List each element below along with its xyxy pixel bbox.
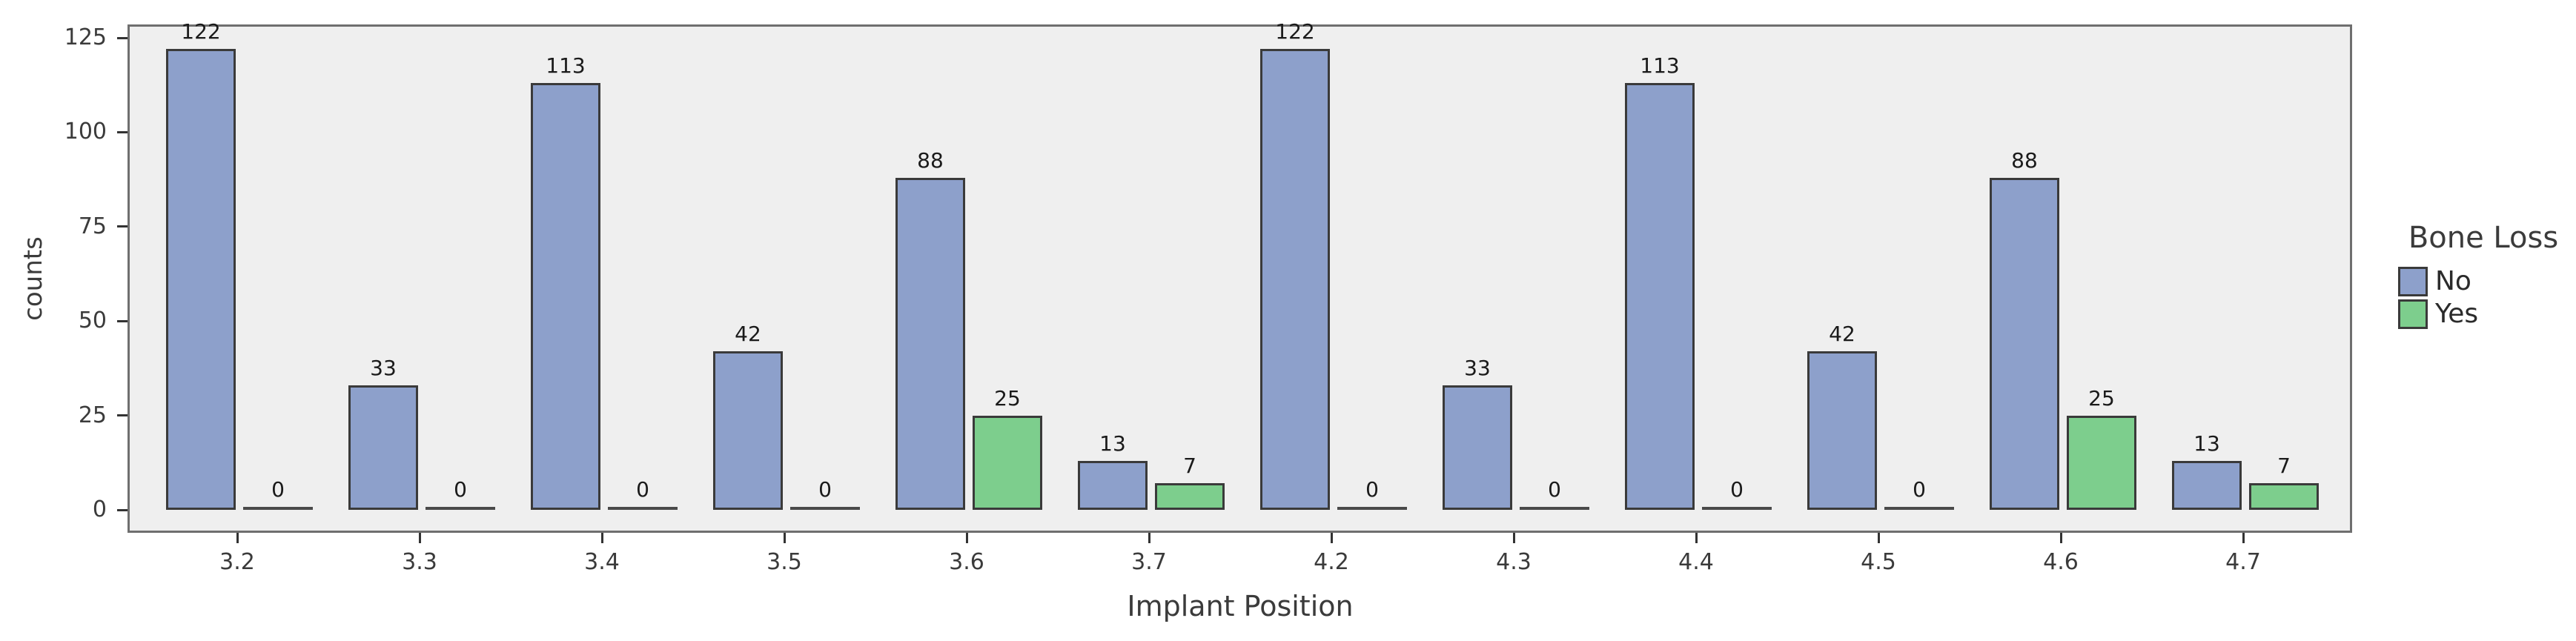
- y-tick-label: 100: [64, 119, 107, 145]
- bar-value-label: 0: [818, 477, 832, 502]
- y-tick-label: 50: [78, 308, 107, 334]
- bar-value-label: 0: [1730, 477, 1744, 502]
- bar-no-3.2: [166, 49, 236, 510]
- x-tick-mark: [1877, 533, 1880, 543]
- legend: Bone Loss No Yes: [2391, 221, 2576, 331]
- bar-value-label: 33: [1464, 355, 1491, 380]
- x-tick-label: 3.5: [766, 549, 802, 575]
- x-tick-mark: [418, 533, 421, 543]
- x-tick-label: 4.4: [1678, 549, 1714, 575]
- x-tick-mark: [2242, 533, 2245, 543]
- x-tick-label: 3.4: [584, 549, 620, 575]
- x-tick-label: 4.2: [1314, 549, 1349, 575]
- y-tick-mark: [117, 130, 128, 133]
- bar-value-label: 13: [2193, 431, 2220, 456]
- bar-value-label: 33: [370, 355, 397, 380]
- bar-no-4.2: [1260, 49, 1330, 510]
- bar-value-label: 7: [1183, 454, 1196, 479]
- x-tick-label: 4.7: [2225, 549, 2261, 575]
- bar-no-3.6: [895, 177, 965, 510]
- x-tick-label: 3.7: [1131, 549, 1167, 575]
- bar-value-label: 113: [1640, 53, 1680, 79]
- legend-items: No Yes: [2391, 265, 2576, 331]
- x-tick-label: 4.5: [1861, 549, 1896, 575]
- x-tick-label: 3.2: [219, 549, 255, 575]
- bar-no-4.7: [2172, 460, 2242, 510]
- x-tick-label: 4.3: [1496, 549, 1532, 575]
- x-tick-mark: [236, 533, 239, 543]
- x-tick-label: 3.6: [949, 549, 984, 575]
- y-tick-label: 125: [64, 24, 107, 50]
- bar-no-4.4: [1625, 83, 1695, 510]
- bar-yes-3.4: [608, 507, 678, 510]
- bar-yes-4.5: [1884, 507, 1954, 510]
- x-tick-mark: [965, 533, 968, 543]
- y-tick-label: 0: [92, 496, 107, 522]
- x-axis-label: Implant Position: [1127, 590, 1354, 622]
- x-tick-mark: [783, 533, 786, 543]
- x-tick-label: 3.3: [402, 549, 437, 575]
- bar-yes-4.2: [1337, 507, 1407, 510]
- bar-yes-4.4: [1702, 507, 1772, 510]
- bar-value-label: 42: [735, 321, 761, 346]
- bar-yes-3.2: [243, 507, 313, 510]
- y-tick-mark: [117, 414, 128, 417]
- bar-yes-4.3: [1520, 507, 1589, 510]
- bar-value-label: 0: [1548, 477, 1561, 502]
- x-tick-mark: [1695, 533, 1698, 543]
- bar-no-3.7: [1078, 460, 1148, 510]
- y-tick-mark: [117, 508, 128, 511]
- bar-value-label: 0: [454, 477, 467, 502]
- legend-label-yes: Yes: [2435, 299, 2479, 329]
- plot-area: [128, 24, 2352, 533]
- bar-value-label: 0: [1365, 477, 1379, 502]
- bar-yes-3.3: [426, 507, 495, 510]
- bar-value-label: 88: [2011, 147, 2038, 173]
- bar-value-label: 0: [1913, 477, 1926, 502]
- legend-swatch-yes: [2398, 299, 2428, 329]
- x-tick-mark: [1330, 533, 1333, 543]
- bar-value-label: 25: [994, 385, 1021, 411]
- bar-no-3.3: [348, 385, 418, 510]
- x-tick-mark: [600, 533, 603, 543]
- bar-value-label: 0: [636, 477, 649, 502]
- bar-no-3.5: [713, 351, 783, 510]
- legend-title: Bone Loss: [2408, 221, 2559, 255]
- bar-no-3.4: [531, 83, 600, 510]
- bar-yes-4.7: [2249, 483, 2319, 510]
- bar-yes-4.6: [2067, 415, 2136, 510]
- bar-value-label: 42: [1829, 321, 1855, 346]
- y-tick-label: 25: [78, 402, 107, 428]
- x-tick-mark: [2059, 533, 2062, 543]
- bar-yes-3.7: [1155, 483, 1225, 510]
- bar-value-label: 7: [2277, 454, 2291, 479]
- bar-value-label: 0: [271, 477, 285, 502]
- legend-swatch-no: [2398, 267, 2428, 296]
- x-tick-label: 4.6: [2043, 549, 2079, 575]
- x-tick-mark: [1512, 533, 1515, 543]
- y-tick-mark: [117, 36, 128, 39]
- bar-value-label: 122: [1275, 19, 1315, 44]
- legend-item-no: No: [2398, 265, 2576, 298]
- y-tick-label: 75: [78, 213, 107, 239]
- x-tick-mark: [1148, 533, 1150, 543]
- bar-value-label: 122: [181, 19, 221, 44]
- bar-value-label: 13: [1099, 431, 1126, 456]
- legend-label-no: No: [2435, 266, 2471, 296]
- bar-yes-3.6: [973, 415, 1042, 510]
- bar-no-4.5: [1807, 351, 1877, 510]
- y-tick-mark: [117, 319, 128, 322]
- bar-yes-3.5: [790, 507, 860, 510]
- bar-value-label: 113: [546, 53, 586, 79]
- bar-no-4.6: [1990, 177, 2059, 510]
- bar-value-label: 88: [917, 147, 944, 173]
- y-tick-mark: [117, 225, 128, 228]
- legend-item-yes: Yes: [2398, 298, 2576, 331]
- bar-no-4.3: [1443, 385, 1512, 510]
- bar-value-label: 25: [2088, 385, 2115, 411]
